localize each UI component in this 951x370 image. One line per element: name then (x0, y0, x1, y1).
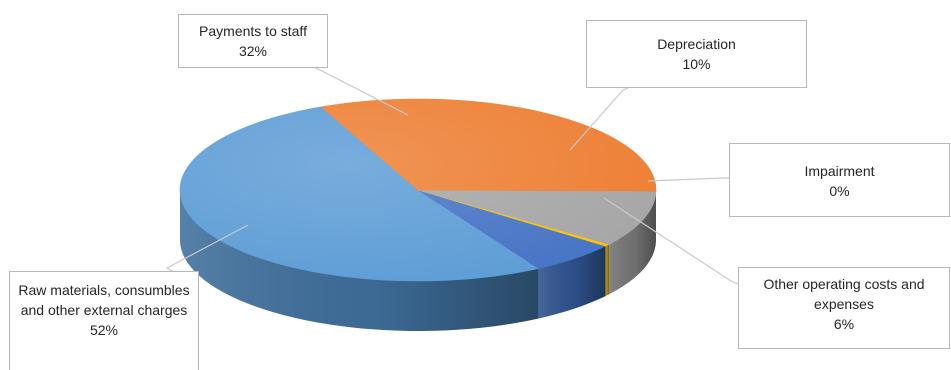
label-depreciation: Depreciation 10% (586, 20, 807, 88)
leader-line-staff (314, 67, 409, 116)
slice-label-name: Depreciation (657, 36, 736, 52)
leader-line-imp (647, 177, 729, 182)
leader-line-dep (569, 87, 629, 151)
leader-lines (165, 67, 739, 285)
slice-label-value: 6% (833, 316, 855, 332)
slice-label-name: Payments to staff (199, 23, 307, 39)
slice-label-value: 0% (829, 183, 850, 199)
leader-line-other (603, 197, 739, 285)
label-raw-materials: Raw materials, consumbles and other exte… (9, 271, 199, 370)
pie-tops (179, 98, 657, 282)
slice-label-value: 10% (682, 56, 711, 72)
slice-label-name: Other operating costs and expenses (763, 276, 925, 312)
slice-side-shade (180, 190, 539, 331)
slice-label-value: 52% (89, 322, 119, 338)
slice-label-name: Impairment (804, 163, 875, 179)
label-other-operating-costs: Other operating costs and expenses 6% (738, 267, 950, 349)
slice-side-shade (605, 244, 610, 297)
label-impairment: Impairment 0% (729, 143, 950, 217)
leader-line-raw (165, 224, 249, 272)
slice-label-value: 32% (238, 43, 268, 59)
slice-label-name: Raw materials, consumbles and other exte… (18, 282, 190, 318)
label-payments-to-staff: Payments to staff 32% (178, 14, 328, 68)
